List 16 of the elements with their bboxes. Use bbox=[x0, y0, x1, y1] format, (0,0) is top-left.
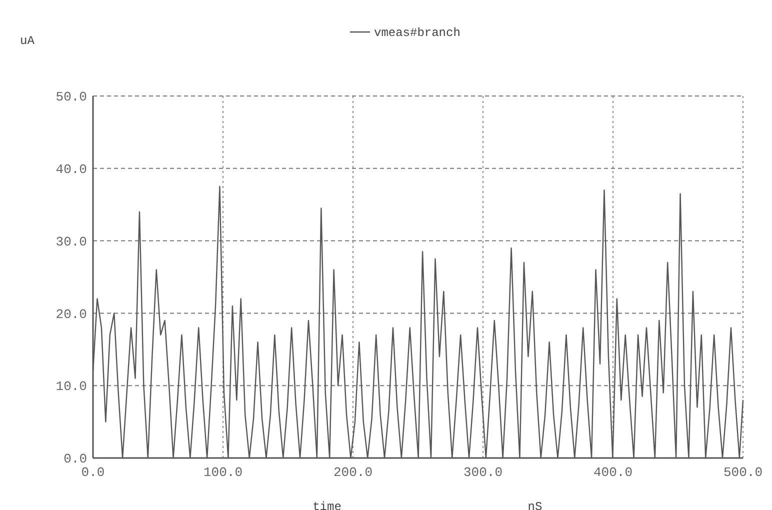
y-tick-label: 50.0 bbox=[56, 90, 87, 105]
y-tick-label: 10.0 bbox=[56, 379, 87, 394]
text: nS bbox=[528, 500, 542, 510]
x-axis-title: time bbox=[312, 500, 342, 510]
y-tick-label: 0.0 bbox=[64, 452, 87, 467]
legend-label: vmeas#branch bbox=[374, 26, 460, 40]
x-tick-label: 400.0 bbox=[593, 465, 633, 480]
x-tick-label: 300.0 bbox=[463, 465, 503, 480]
y-tick-label: 30.0 bbox=[56, 234, 87, 250]
y-tick-label: 20.0 bbox=[56, 306, 87, 322]
y-axis-title: uA bbox=[20, 34, 36, 48]
y-tick-label: 40.0 bbox=[56, 162, 87, 177]
x-tick-label: 100.0 bbox=[203, 465, 243, 480]
x-tick-label: 0.0 bbox=[81, 465, 105, 480]
x-tick-label: 500.0 bbox=[723, 465, 763, 480]
x-tick-label: 200.0 bbox=[333, 465, 373, 480]
